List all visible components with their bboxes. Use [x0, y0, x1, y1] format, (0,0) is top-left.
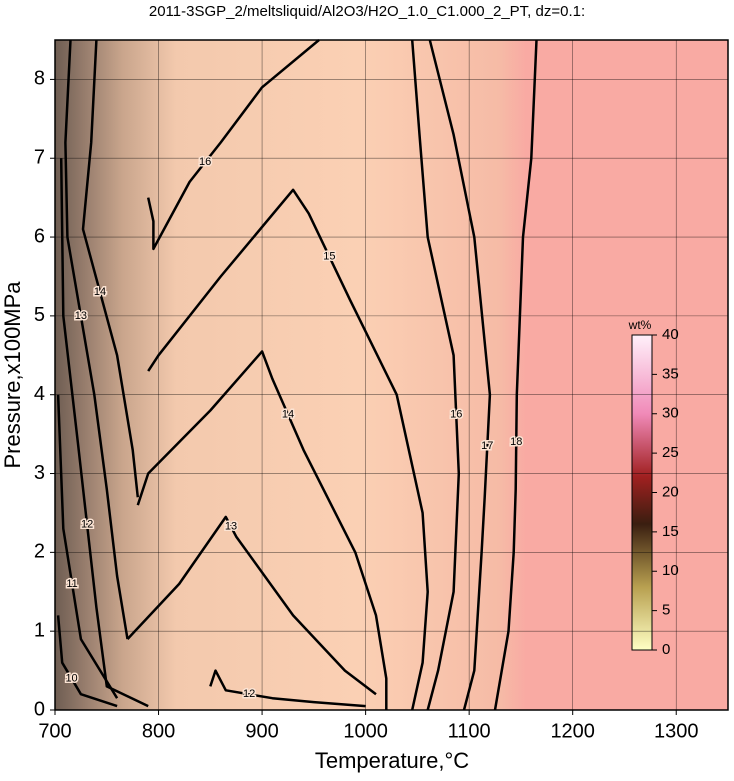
colorbar-tick-label: 30 [662, 405, 679, 422]
x-tick-label: 800 [142, 720, 175, 742]
y-tick-label: 2 [34, 541, 45, 563]
y-tick-label: 4 [34, 383, 45, 405]
contour-line [81, 39, 140, 498]
contour-line [428, 39, 492, 711]
contour-label: 10 [65, 672, 77, 684]
y-tick-label: 0 [34, 698, 45, 720]
contour-line [136, 350, 388, 710]
frame [54, 39, 729, 711]
colorbar-tick-label: 5 [662, 602, 670, 619]
colorbar-tick-label: 10 [662, 562, 679, 579]
plot-layer: 18 17 16 16 15 14 14 13 13 12 12 11 10 [54, 39, 728, 711]
contour-line [56, 394, 119, 699]
contour-line [59, 158, 149, 708]
contour-line [209, 669, 366, 708]
colorbar-tick-label: 15 [662, 523, 679, 540]
contour-label: 18 [510, 436, 522, 448]
x-axis-label: Temperature,°C [315, 748, 469, 773]
x-tick-label: 1100 [448, 720, 491, 742]
contour-line [64, 39, 129, 640]
contour-label: 15 [323, 251, 335, 263]
contour-label: 12 [81, 519, 93, 531]
colorbar [631, 334, 653, 651]
x-tick-label: 700 [38, 720, 71, 742]
colorbar-tick-label: 0 [662, 641, 670, 658]
chart-title: 2011-3SGP_2/meltsliquid/Al2O3/H2O_1.0_C1… [149, 3, 585, 20]
contour-label: 11 [66, 578, 77, 590]
colorbar-tick-label: 20 [662, 483, 679, 500]
contour-label: 13 [225, 521, 237, 533]
contour-label: 14 [282, 408, 294, 420]
contour-line [56, 615, 118, 708]
contour-line [147, 188, 429, 711]
colorbar-tick-label: 40 [662, 326, 679, 343]
y-tick-label: 5 [34, 304, 45, 326]
contour-label: 16 [199, 156, 211, 168]
x-tick-label: 1200 [550, 720, 595, 742]
x-tick-label: 900 [245, 720, 278, 742]
contour-line [126, 515, 377, 696]
colorbar-label: wt% [628, 318, 652, 332]
contour-label: 16 [450, 408, 462, 420]
y-tick-label: 3 [34, 462, 45, 484]
contour-line [410, 39, 461, 711]
y-tick-label: 7 [34, 147, 45, 169]
contour-line [493, 39, 538, 711]
contour-label: 14 [94, 286, 106, 298]
contour-label: 13 [75, 310, 87, 322]
y-tick-label: 6 [34, 225, 45, 247]
x-tick-label: 1000 [343, 720, 388, 742]
y-tick-label: 1 [34, 619, 45, 641]
contour-label: 12 [243, 688, 255, 700]
y-tick-label: 8 [34, 68, 45, 90]
contour-label: 17 [481, 440, 493, 452]
colorbar-tick-label: 35 [662, 365, 679, 382]
x-tick-label: 1300 [654, 720, 699, 742]
colorbar-tick-label: 25 [662, 444, 679, 461]
y-axis-label: Pressure,x100MPa [0, 281, 25, 469]
contour-line [146, 39, 320, 251]
